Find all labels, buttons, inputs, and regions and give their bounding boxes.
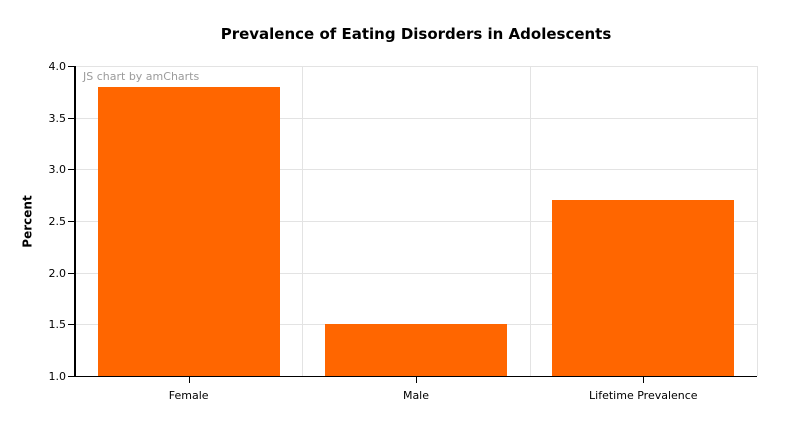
y-tick-label: 3.5 [48,111,67,125]
horizontal-gridline [75,117,757,119]
x-tick-label-male: Male [402,389,430,402]
y-axis-tick [68,221,75,222]
x-axis-tick [188,377,190,383]
y-tick-label: 1.5 [48,318,67,332]
x-axis-tick [643,377,645,383]
x-axis-line [75,376,757,377]
bar-lifetime-prevalence[interactable] [552,200,735,376]
y-axis-tick [68,324,75,326]
y-tick-label: 2.0 [48,266,67,280]
horizontal-gridline [75,221,757,222]
amcharts-watermark-link[interactable]: JS chart by amCharts [83,70,200,83]
y-axis-tick [68,376,75,377]
x-tick-label-lifetime-prevalence: Lifetime Prevalence [589,389,698,402]
y-axis-tick [68,272,75,274]
horizontal-gridline [75,169,757,171]
vertical-gridline [757,66,758,376]
vertical-gridline [302,66,304,376]
y-axis-tick [68,66,75,67]
y-tick-label: 2.5 [48,215,67,228]
y-axis-line [74,66,76,377]
vertical-gridline [529,66,531,376]
horizontal-gridline [75,66,757,67]
horizontal-gridline [75,272,757,274]
bar-male[interactable] [325,324,507,376]
x-axis-tick [416,377,417,383]
bar-female[interactable] [97,86,280,376]
plot-area [75,66,758,376]
y-axis-tick [68,117,75,119]
y-tick-label: 4.0 [48,60,67,73]
y-tick-label: 1.0 [48,370,67,383]
chart-title: Prevalence of Eating Disorders in Adoles… [220,25,612,43]
y-axis-tick [68,169,75,171]
x-tick-label-female: Female [168,389,209,402]
y-tick-label: 3.0 [48,163,67,177]
